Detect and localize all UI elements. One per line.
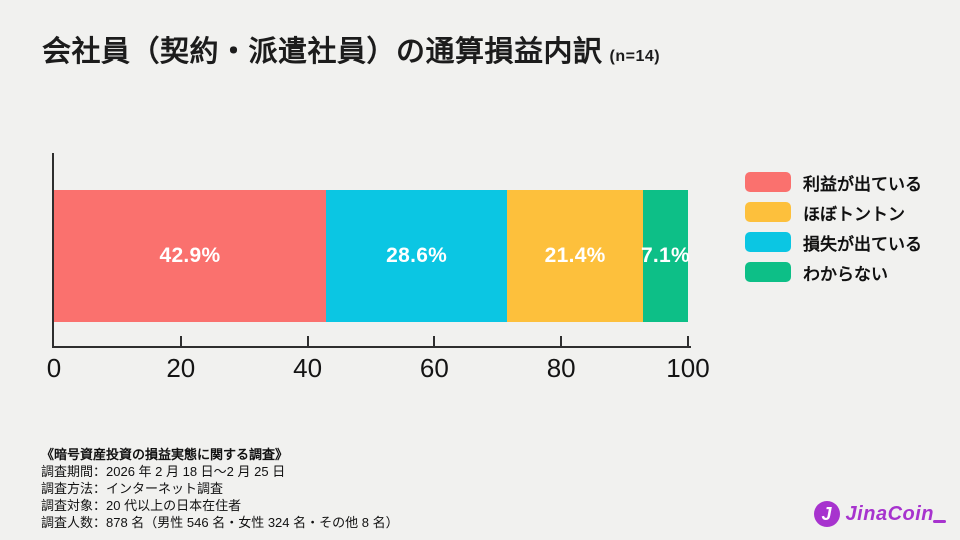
bar-segment-3: 21.4%: [507, 190, 643, 322]
page-title: 会社員（契約・派遣社員）の通算損益内訳 (n=14): [42, 28, 660, 70]
bar-segment-1: 42.9%: [54, 190, 326, 322]
legend-swatch: [745, 232, 791, 252]
legend-swatch: [745, 172, 791, 192]
jinacoin-logo-underline: [933, 520, 946, 523]
legend: 利益が出ている ほぼトントン 損失が出ている わからない: [745, 172, 922, 292]
jinacoin-logo-icon: J: [813, 501, 840, 527]
x-tick-80: [560, 336, 563, 346]
bar-segment-2: 28.6%: [325, 190, 508, 322]
survey-source-block: 《暗号資産投資の損益実態に関する調査》 調査期間：2026 年 2 月 18 日…: [41, 446, 399, 531]
legend-label: わからない: [803, 264, 888, 284]
bar-segment-value: 28.6%: [386, 244, 448, 267]
survey-method: 調査方法：インターネット調査: [41, 481, 224, 496]
jinacoin-logo: J JinaCoin: [813, 501, 946, 527]
sample-size-note: (n=14): [609, 48, 661, 65]
x-axis-ticks: [54, 336, 689, 346]
legend-item-1: 利益が出ている: [745, 172, 922, 194]
page-title-text: 会社員（契約・派遣社員）の通算損益内訳: [42, 36, 603, 68]
x-tick-100: [687, 336, 689, 346]
legend-item-4: わからない: [745, 262, 922, 284]
x-tick-40: [306, 336, 309, 346]
x-tick-label-20: 20: [166, 353, 196, 383]
x-tick-20: [179, 336, 182, 346]
legend-swatch: [745, 262, 791, 282]
survey-target: 調査対象：20 代以上の日本在住者: [41, 498, 242, 513]
legend-swatch: [745, 202, 791, 222]
jinacoin-logo-text: JinaCoin: [845, 502, 934, 525]
x-tick-label-0: 0: [46, 353, 62, 383]
legend-item-3: 損失が出ている: [745, 232, 922, 254]
x-tick-label-100: 100: [666, 353, 710, 383]
survey-respondents: 調査人数：878 名（男性 546 名・女性 324 名・その他 8 名）: [41, 515, 399, 530]
x-tick-label-80: 80: [546, 353, 576, 383]
bar-segment-value: 7.1%: [640, 244, 691, 267]
bar-segment-value: 42.9%: [159, 244, 221, 267]
y-axis-line: [52, 153, 54, 348]
bar-segment-value: 21.4%: [544, 244, 606, 267]
x-tick-label-60: 60: [419, 353, 449, 383]
stacked-bar: 42.9% 28.6% 21.4% 7.1%: [54, 190, 691, 322]
x-tick-60: [433, 336, 436, 346]
legend-label: ほぼトントン: [803, 204, 905, 224]
survey-period: 調査期間：2026 年 2 月 18 日〜2 月 25 日: [41, 464, 286, 479]
x-axis-tick-labels: 0 20 40 60 80 100: [47, 353, 710, 385]
x-axis-line: [52, 346, 691, 348]
survey-title: 《暗号資産投資の損益実態に関する調査》: [41, 447, 289, 462]
bar-segment-4: 7.1%: [640, 190, 691, 322]
x-tick-label-40: 40: [293, 353, 323, 383]
legend-item-2: ほぼトントン: [745, 202, 922, 224]
legend-label: 利益が出ている: [803, 174, 922, 194]
legend-label: 損失が出ている: [803, 234, 922, 254]
